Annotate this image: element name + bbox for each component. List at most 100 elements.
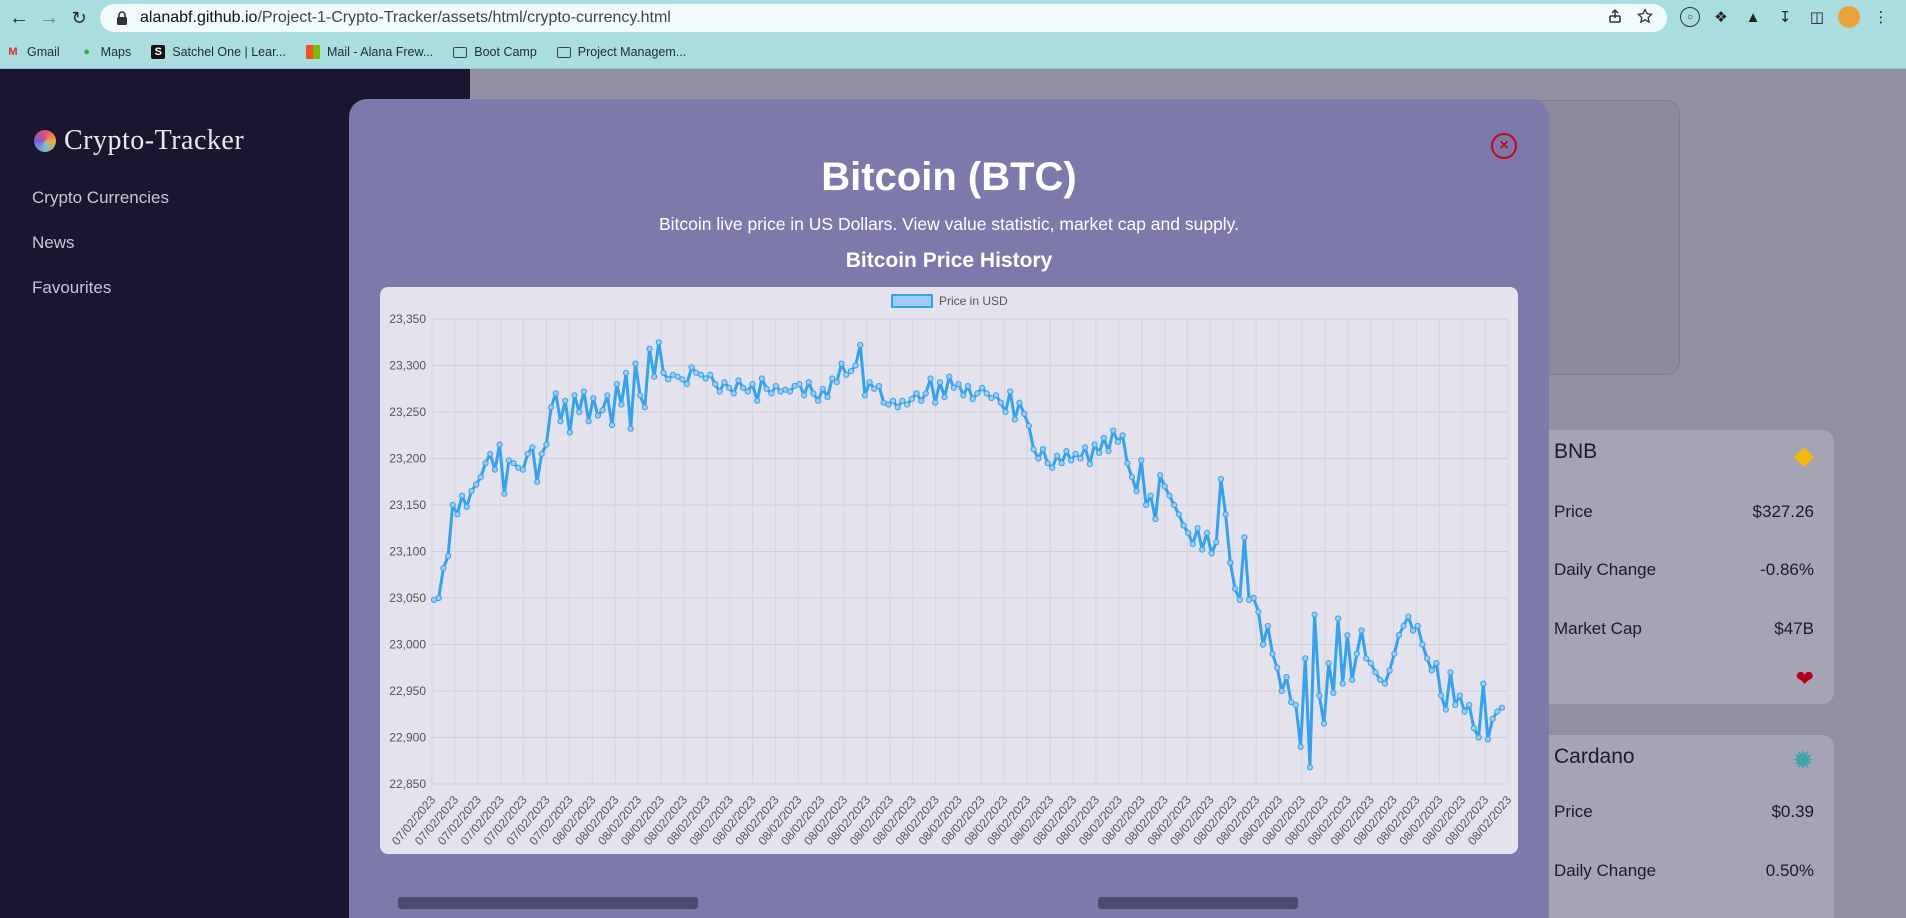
data-point: [1030, 446, 1037, 453]
coin-row-daily-change: Daily Change -0.86%: [1554, 560, 1814, 579]
maps-icon: ●: [83, 46, 90, 58]
data-point: [519, 466, 527, 473]
y-tick-label: 22,850: [389, 777, 426, 791]
data-point: [749, 381, 756, 388]
data-point: [435, 594, 442, 602]
reload-icon[interactable]: ↻: [71, 7, 87, 28]
bookmark-satchel[interactable]: S Satchel One | Lear...: [151, 45, 286, 59]
data-point: [637, 392, 644, 399]
data-point: [1414, 622, 1421, 629]
data-point: [1044, 460, 1051, 467]
data-point: [815, 397, 822, 404]
coin-name: Cardano: [1554, 745, 1635, 768]
data-point: [576, 408, 583, 416]
logo-mark-icon: [34, 130, 56, 152]
back-arrow-icon[interactable]: ←: [9, 6, 29, 29]
data-point: [679, 376, 686, 383]
data-point: [922, 390, 929, 397]
data-point: [1114, 438, 1122, 445]
data-point: [1381, 680, 1389, 687]
bookmark-label: Project Managem...: [577, 45, 687, 59]
bookmark-boot-camp[interactable]: Boot Camp: [453, 45, 537, 59]
sidebar-item-favourites[interactable]: Favourites: [32, 278, 112, 297]
coin-card-bnb[interactable]: BNB ◆ Price $327.26 Daily Change -0.86% Ma…: [1520, 430, 1834, 704]
data-point: [969, 395, 976, 403]
data-point: [571, 392, 578, 399]
data-point: [1035, 455, 1042, 462]
bookmark-label: Mail - Alana Frew...: [326, 45, 434, 59]
data-point: [1358, 627, 1365, 634]
data-point: [1016, 399, 1023, 406]
data-point: [1171, 501, 1178, 509]
data-point: [979, 384, 986, 391]
data-point: [454, 511, 461, 518]
data-point: [1072, 450, 1079, 457]
data-point: [599, 407, 606, 414]
data-point: [847, 368, 854, 375]
bookmark-star-icon[interactable]: [1637, 8, 1653, 24]
app-logo[interactable]: Crypto-Tracker: [34, 125, 244, 157]
y-tick-label: 23,050: [389, 591, 426, 605]
data-point: [1199, 546, 1206, 553]
menu-kebab-icon[interactable]: ⋮: [1873, 9, 1889, 26]
bookmark-label: Gmail: [27, 45, 60, 59]
bookmarks-bar: M Gmail ● Maps S Satchel One | Lear... Mail…: [0, 36, 1906, 69]
y-tick-label: 23,200: [389, 452, 426, 466]
data-point: [604, 392, 611, 399]
sidebar-item-crypto-currencies[interactable]: Crypto Currencies: [32, 188, 169, 207]
data-point: [1292, 701, 1300, 708]
data-point: [1498, 704, 1506, 711]
data-point: [1260, 641, 1267, 648]
data-point: [1208, 550, 1215, 557]
data-point: [1316, 692, 1323, 699]
data-point: [1250, 594, 1257, 602]
data-point: [889, 397, 897, 404]
data-point: [1447, 669, 1454, 676]
bookmark-maps[interactable]: ● Maps: [80, 45, 131, 59]
data-point: [1442, 706, 1449, 713]
data-point: [1189, 541, 1196, 548]
data-point: [950, 384, 958, 391]
data-point: [468, 488, 475, 495]
data-point: [913, 390, 920, 397]
sidebar-item-news[interactable]: News: [32, 233, 75, 252]
data-point: [459, 492, 466, 499]
coin-detail-modal: × Bitcoin (BTC) Bitcoin live price in US…: [349, 99, 1549, 918]
data-point: [1405, 613, 1412, 620]
bookmark-outlook[interactable]: Mail - Alana Frew...: [305, 45, 434, 59]
data-point: [543, 441, 550, 448]
data-point: [529, 444, 536, 451]
data-point: [524, 450, 531, 457]
share-icon[interactable]: [1607, 8, 1623, 24]
forward-arrow-icon[interactable]: →: [39, 6, 59, 29]
data-point: [988, 395, 995, 402]
extension-icon[interactable]: ○: [1680, 7, 1700, 27]
data-point: [1349, 676, 1356, 683]
y-tick-label: 23,350: [389, 312, 426, 326]
data-point: [932, 399, 939, 406]
profile-avatar[interactable]: [1838, 6, 1860, 28]
data-point: [660, 369, 667, 377]
side-panel-icon[interactable]: ◫: [1809, 9, 1825, 26]
bookmark-project-management[interactable]: Project Managem...: [556, 45, 687, 59]
data-point: [1288, 699, 1295, 706]
download-icon[interactable]: ↧: [1778, 9, 1792, 26]
data-point: [899, 397, 906, 404]
data-point: [1241, 534, 1248, 541]
data-point: [688, 364, 695, 371]
data-point: [548, 404, 555, 411]
data-point: [1386, 667, 1393, 674]
data-point: [1461, 708, 1468, 715]
labs-flask-icon[interactable]: ▲: [1745, 8, 1761, 26]
modal-subtitle: Bitcoin live price in US Dollars. View v…: [658, 214, 1239, 234]
data-point: [712, 381, 719, 388]
data-point: [1367, 660, 1374, 667]
data-point: [1395, 632, 1403, 639]
favourite-heart-icon[interactable]: ❤: [1795, 666, 1814, 691]
coin-card-cardano[interactable]: Cardano ✹ Price $0.39 Daily Change 0.50%: [1520, 735, 1834, 918]
address-bar[interactable]: alanabf.github.io/Project-1-Crypto-Track…: [100, 4, 1667, 32]
data-point: [580, 388, 587, 395]
close-modal-button[interactable]: ×: [1491, 133, 1517, 159]
bookmark-gmail[interactable]: M Gmail: [6, 45, 60, 59]
puzzle-icon[interactable]: ❖: [1714, 9, 1728, 26]
